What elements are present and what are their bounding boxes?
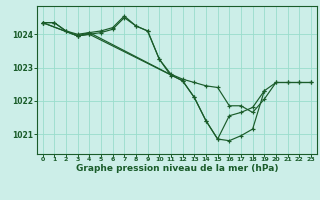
X-axis label: Graphe pression niveau de la mer (hPa): Graphe pression niveau de la mer (hPa) (76, 164, 278, 173)
